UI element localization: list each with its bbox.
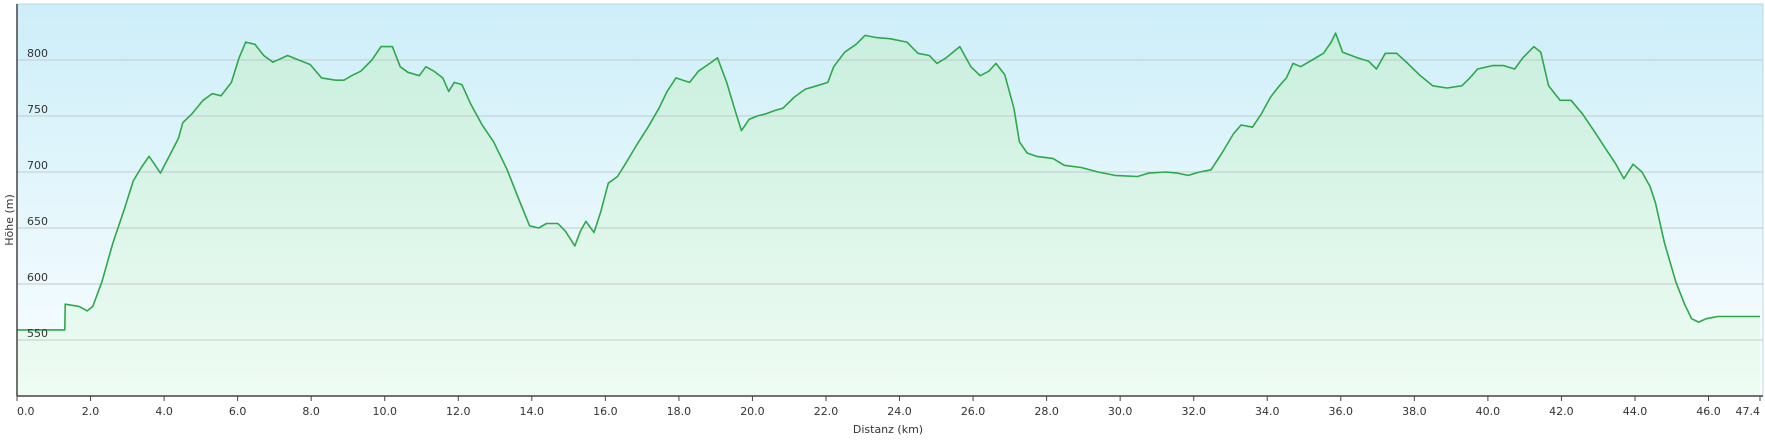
x-tick-label: 38.0	[1402, 405, 1427, 418]
y-tick-label: 700	[27, 159, 48, 172]
x-tick-label: 6.0	[229, 405, 247, 418]
x-tick-label: 20.0	[740, 405, 765, 418]
x-tick-label: 46.0	[1696, 405, 1721, 418]
x-tick-label: 26.0	[961, 405, 986, 418]
x-tick-label: 8.0	[302, 405, 320, 418]
x-tick-label: 12.0	[446, 405, 471, 418]
x-tick-label: 28.0	[1034, 405, 1059, 418]
y-tick-label: 650	[27, 215, 48, 228]
y-axis-label: Höhe (m)	[3, 194, 16, 246]
x-tick-label: 2.0	[82, 405, 100, 418]
x-tick-label: 10.0	[372, 405, 397, 418]
elevation-area	[17, 33, 1760, 396]
x-tick-label: 0.0	[17, 405, 35, 418]
y-tick-label: 600	[27, 271, 48, 284]
x-tick-label: 32.0	[1181, 405, 1206, 418]
x-tick-label: 22.0	[814, 405, 839, 418]
x-tick-label: 14.0	[520, 405, 545, 418]
x-tick-label: 42.0	[1549, 405, 1574, 418]
x-tick-label: 16.0	[593, 405, 618, 418]
y-tick-label: 800	[27, 47, 48, 60]
x-tick-label: 24.0	[887, 405, 912, 418]
x-tick-label: 40.0	[1476, 405, 1501, 418]
x-tick-label: 44.0	[1623, 405, 1648, 418]
y-tick-label: 550	[27, 327, 48, 340]
x-axis-label: Distanz (km)	[853, 423, 923, 436]
x-tick-label: 4.0	[155, 405, 173, 418]
y-tick-label: 750	[27, 103, 48, 116]
x-tick-label: 30.0	[1108, 405, 1133, 418]
x-tick-label: 34.0	[1255, 405, 1280, 418]
x-tick-label: 18.0	[667, 405, 692, 418]
elevation-line	[17, 32, 1760, 331]
x-tick-label: 36.0	[1329, 405, 1354, 418]
x-tick-label: 47.4	[1736, 405, 1761, 418]
